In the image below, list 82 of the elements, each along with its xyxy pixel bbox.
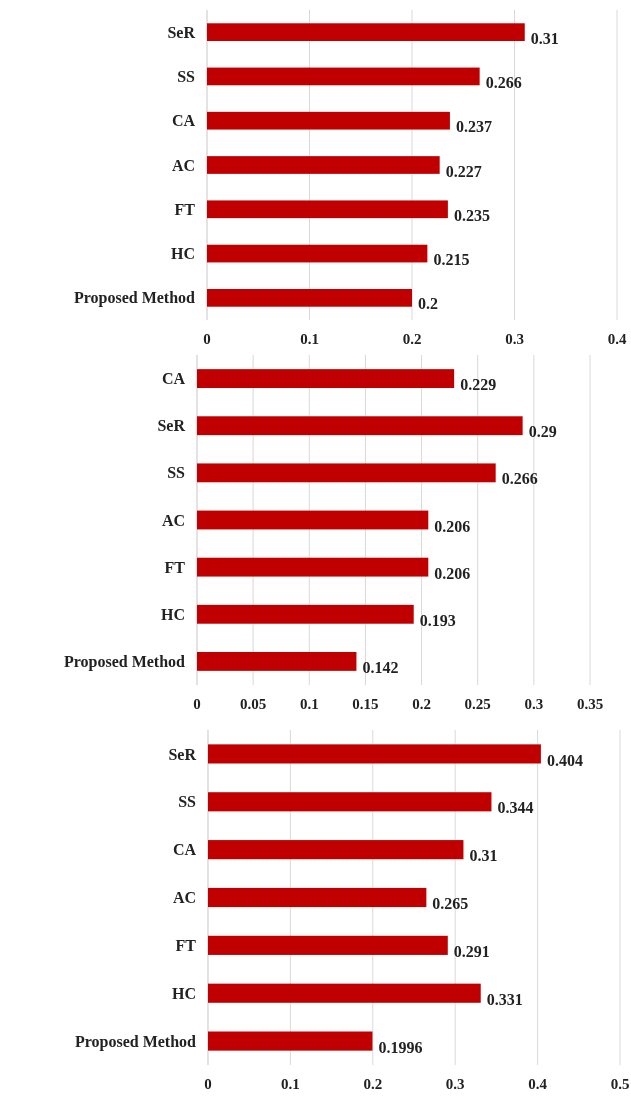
y-tick-label: FT: [174, 200, 196, 218]
data-label: 0.404: [546, 751, 583, 769]
y-tick-label: CA: [172, 841, 197, 859]
x-tick-label: 0.2: [402, 331, 422, 347]
x-tick-label: 0.5: [610, 1076, 630, 1092]
x-tick-label: 0.4: [607, 331, 627, 347]
x-tick-label: 0.1: [281, 1076, 300, 1092]
bar: [207, 23, 525, 41]
y-tick-label: SS: [178, 793, 197, 811]
y-tick-label: Proposed Method: [73, 289, 196, 308]
x-tick-label: 0.2: [363, 1076, 383, 1092]
x-tick-label: 0.3: [524, 696, 544, 712]
bar: [208, 840, 464, 860]
x-tick-label: 0.1: [300, 331, 319, 347]
bar: [207, 289, 412, 307]
data-label: 0.331: [486, 990, 523, 1008]
x-tick-label: 0: [204, 1076, 212, 1092]
bar: [197, 557, 429, 577]
bar: [197, 416, 523, 436]
y-tick-label: Proposed Method: [74, 1032, 197, 1051]
data-label: 0.235: [453, 206, 490, 224]
data-label: 0.291: [453, 942, 490, 960]
data-label: 0.215: [433, 251, 470, 269]
data-label: 0.1996: [378, 1038, 423, 1056]
y-tick-label: Proposed Method: [63, 653, 186, 672]
data-label: 0.2: [418, 295, 438, 313]
data-label: 0.206: [434, 517, 471, 535]
data-label: 0.31: [469, 847, 498, 865]
x-tick-label: 0.25: [464, 696, 491, 712]
y-tick-label: AC: [172, 889, 196, 907]
data-label: 0.227: [445, 162, 482, 180]
bar: [207, 111, 450, 130]
data-label: 0.206: [434, 564, 471, 582]
bar: [197, 652, 357, 671]
bar: [207, 67, 480, 86]
y-tick-label: SS: [167, 464, 186, 482]
data-label: 0.193: [419, 611, 456, 629]
data-label: 0.266: [501, 470, 538, 488]
y-tick-label: CA: [161, 370, 186, 388]
bar: [208, 792, 492, 812]
data-label: 0.237: [455, 118, 492, 136]
bar: [197, 463, 496, 483]
data-label: 0.142: [362, 659, 399, 677]
data-label: 0.229: [460, 376, 497, 394]
bar: [208, 1031, 373, 1051]
x-tick-label: 0.2: [412, 696, 431, 712]
bar: [197, 604, 414, 624]
bar: [197, 510, 429, 530]
x-tick-label: 0: [203, 331, 211, 347]
bar: [208, 935, 448, 955]
y-tick-label: SeR: [168, 745, 197, 763]
x-tick-label: 0.1: [299, 696, 319, 712]
x-tick-label: 0.05: [240, 696, 267, 712]
x-tick-label: 0.3: [505, 331, 524, 347]
bar: [207, 156, 440, 174]
bar: [208, 887, 427, 908]
data-label: 0.266: [485, 74, 522, 92]
x-tick-label: 0: [193, 696, 201, 712]
bar: [208, 983, 481, 1003]
x-tick-label: 0.4: [528, 1076, 548, 1092]
bar: [208, 744, 541, 764]
y-tick-label: FT: [164, 558, 186, 576]
x-tick-label: 0.3: [445, 1076, 465, 1092]
data-label: 0.265: [432, 895, 469, 913]
y-tick-label: HC: [161, 605, 185, 623]
y-tick-label: SS: [177, 68, 196, 86]
y-tick-label: SeR: [167, 23, 196, 41]
data-label: 0.29: [528, 423, 557, 441]
y-tick-label: SeR: [157, 417, 186, 435]
y-tick-label: AC: [171, 156, 195, 174]
data-label: 0.344: [497, 799, 534, 817]
y-tick-label: HC: [171, 245, 195, 263]
y-tick-label: HC: [172, 984, 196, 1002]
data-label: 0.31: [530, 29, 559, 47]
x-tick-label: 0.15: [352, 696, 379, 712]
bar: [207, 244, 428, 263]
x-tick-label: 0.35: [576, 696, 604, 712]
y-tick-label: AC: [161, 511, 185, 529]
bar: [197, 369, 455, 388]
y-tick-label: FT: [175, 936, 197, 954]
y-tick-label: CA: [171, 112, 196, 130]
bar: [207, 200, 448, 219]
